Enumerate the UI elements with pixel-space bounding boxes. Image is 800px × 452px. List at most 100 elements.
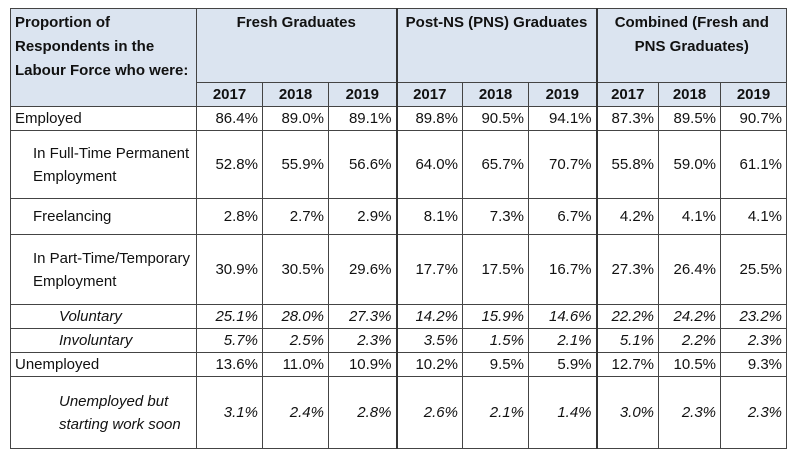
table-cell: 3.5% (395, 328, 463, 353)
table-cell: 27.3% (595, 234, 660, 305)
table-cell: 4.1% (658, 198, 722, 235)
table-cell: 16.7% (527, 234, 598, 305)
table-cell: 15.9% (462, 304, 529, 329)
table-cell: 6.7% (527, 198, 598, 235)
table-cell: 86.4% (196, 106, 263, 131)
table-row: Unemployed 13.6% 11.0% 10.9% 10.2% 9.5% 5.9% 12… (10, 352, 788, 377)
year-header: 2019 (720, 82, 788, 107)
table-cell: 1.4% (527, 376, 598, 449)
table-cell: 56.6% (328, 130, 397, 199)
table-cell: 10.9% (328, 352, 397, 377)
table-cell: 87.3% (595, 106, 660, 131)
row-label: In Part-Time/Temporary Employment (10, 234, 197, 305)
row-label: Voluntary (10, 304, 197, 329)
table-cell: 89.8% (395, 106, 463, 131)
table-cell: 65.7% (462, 130, 529, 199)
table-cell: 2.3% (720, 328, 788, 353)
table-row: Freelancing 2.8% 2.7% 2.9% 8.1% 7.3% 6.7% 4.2% 4… (10, 198, 788, 235)
table-cell: 17.5% (462, 234, 529, 305)
table-cell: 94.1% (527, 106, 598, 131)
row-label: Involuntary (10, 328, 197, 353)
table-cell: 2.6% (395, 376, 463, 449)
table-cell: 90.5% (462, 106, 529, 131)
table-cell: 4.1% (720, 198, 788, 235)
table-cell: 27.3% (328, 304, 397, 329)
table-cell: 2.1% (462, 376, 529, 449)
year-header: 2019 (328, 82, 397, 107)
table-cell: 13.6% (196, 352, 263, 377)
table-cell: 2.4% (262, 376, 329, 449)
table-cell: 90.7% (720, 106, 788, 131)
table-cell: 10.5% (658, 352, 722, 377)
table-row: Voluntary 25.1% 28.0% 27.3% 14.2% 15.9% 14.6% 2… (10, 304, 788, 329)
table-cell: 26.4% (658, 234, 722, 305)
table-cell: 55.9% (262, 130, 329, 199)
table-cell: 3.0% (595, 376, 660, 449)
table-cell: 30.9% (196, 234, 263, 305)
table-cell: 7.3% (462, 198, 529, 235)
table-cell: 4.2% (595, 198, 660, 235)
labour-force-table: Proportion of Respondents in the Labour … (10, 8, 788, 449)
table-row: Employed 86.4% 89.0% 89.1% 89.8% 90.5% 94.1% 87… (10, 106, 788, 131)
group-header-fresh: Fresh Graduates (196, 8, 397, 83)
table-cell: 2.3% (328, 328, 397, 353)
table-cell: 5.7% (196, 328, 263, 353)
table-cell: 5.9% (527, 352, 598, 377)
table-cell: 2.3% (720, 376, 788, 449)
table-cell: 24.2% (658, 304, 722, 329)
table-cell: 2.9% (328, 198, 397, 235)
table-row: In Full-Time Permanent Employment 52.8% 55… (10, 130, 788, 199)
table-cell: 2.1% (527, 328, 598, 353)
table-cell: 9.5% (462, 352, 529, 377)
year-header: 2018 (658, 82, 722, 107)
table-cell: 14.6% (527, 304, 598, 329)
table-cell: 5.1% (595, 328, 660, 353)
year-header: 2019 (527, 82, 598, 107)
row-label-header: Proportion of Respondents in the Labour … (10, 8, 197, 107)
table-cell: 3.1% (196, 376, 263, 449)
table-cell: 2.8% (328, 376, 397, 449)
table-cell: 89.1% (328, 106, 397, 131)
table-cell: 10.2% (395, 352, 463, 377)
table-cell: 12.7% (595, 352, 660, 377)
table-cell: 61.1% (720, 130, 788, 199)
year-header: 2018 (462, 82, 529, 107)
row-label: Employed (10, 106, 197, 131)
table-cell: 64.0% (395, 130, 463, 199)
table-cell: 8.1% (395, 198, 463, 235)
table-cell: 55.8% (595, 130, 660, 199)
table-cell: 11.0% (262, 352, 329, 377)
table-cell: 2.5% (262, 328, 329, 353)
group-header-combined: Combined (Fresh and PNS Graduates) (595, 8, 788, 83)
table-cell: 2.2% (658, 328, 722, 353)
table-cell: 23.2% (720, 304, 788, 329)
table-cell: 25.1% (196, 304, 263, 329)
row-label: Unemployed (10, 352, 197, 377)
table-cell: 14.2% (395, 304, 463, 329)
table-cell: 17.7% (395, 234, 463, 305)
row-label: Unemployed but starting work soon (10, 376, 197, 449)
table-cell: 2.8% (196, 198, 263, 235)
year-header: 2017 (595, 82, 660, 107)
table-cell: 59.0% (658, 130, 722, 199)
year-header: 2018 (262, 82, 329, 107)
group-header-pns: Post-NS (PNS) Graduates (395, 8, 598, 83)
table-cell: 89.0% (262, 106, 329, 131)
table-cell: 29.6% (328, 234, 397, 305)
year-header: 2017 (395, 82, 463, 107)
year-header: 2017 (196, 82, 263, 107)
table-row: Unemployed but starting work soon 3.1% 2.4… (10, 376, 788, 449)
table-cell: 89.5% (658, 106, 722, 131)
table-cell: 9.3% (720, 352, 788, 377)
table-row: In Part-Time/Temporary Employment 30.9% 30… (10, 234, 788, 305)
table-cell: 2.7% (262, 198, 329, 235)
table-cell: 1.5% (462, 328, 529, 353)
row-label: Freelancing (10, 198, 197, 235)
table-cell: 30.5% (262, 234, 329, 305)
table-cell: 25.5% (720, 234, 788, 305)
table-cell: 52.8% (196, 130, 263, 199)
table-cell: 28.0% (262, 304, 329, 329)
table-cell: 2.3% (658, 376, 722, 449)
table-cell: 70.7% (527, 130, 598, 199)
